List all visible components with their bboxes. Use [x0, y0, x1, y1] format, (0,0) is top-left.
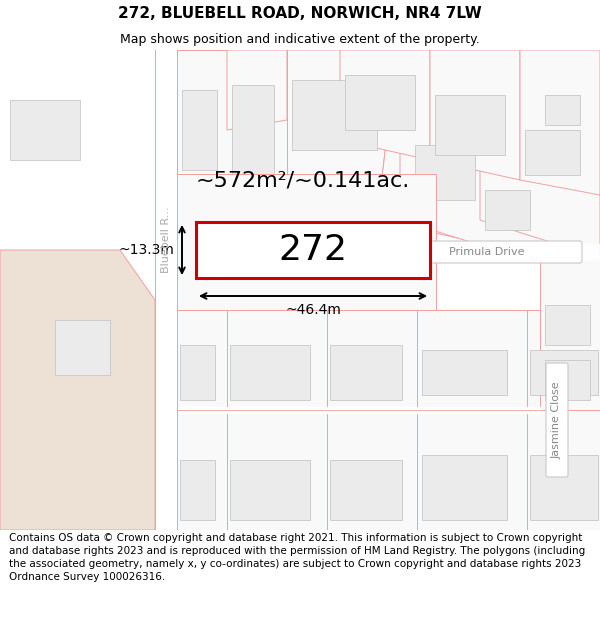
- Bar: [180, 345, 215, 400]
- Polygon shape: [287, 50, 397, 220]
- Polygon shape: [480, 50, 600, 245]
- Bar: [177, 310, 227, 410]
- Bar: [230, 345, 310, 400]
- Bar: [227, 310, 327, 410]
- Bar: [177, 50, 227, 220]
- Bar: [417, 310, 527, 410]
- Bar: [232, 85, 274, 175]
- Bar: [525, 130, 580, 175]
- Polygon shape: [520, 50, 600, 195]
- Polygon shape: [377, 50, 600, 270]
- Bar: [327, 410, 417, 530]
- Text: Primula Drive: Primula Drive: [449, 247, 525, 257]
- Bar: [545, 305, 590, 345]
- Bar: [155, 50, 177, 530]
- Polygon shape: [0, 250, 155, 530]
- Polygon shape: [177, 50, 287, 220]
- Text: ~46.4m: ~46.4m: [285, 303, 341, 317]
- Polygon shape: [340, 50, 430, 160]
- Bar: [540, 260, 600, 530]
- Bar: [327, 310, 417, 410]
- Bar: [530, 455, 598, 520]
- Bar: [545, 360, 590, 400]
- Bar: [527, 310, 600, 410]
- Bar: [330, 345, 402, 400]
- Bar: [330, 460, 402, 520]
- Text: 272: 272: [278, 233, 347, 267]
- Bar: [55, 320, 110, 375]
- Bar: [196, 222, 430, 278]
- Bar: [177, 174, 436, 310]
- Text: Contains OS data © Crown copyright and database right 2021. This information is : Contains OS data © Crown copyright and d…: [9, 533, 585, 582]
- Bar: [422, 350, 507, 395]
- Polygon shape: [227, 50, 287, 130]
- Bar: [0, 50, 155, 230]
- Text: ~13.3m: ~13.3m: [118, 243, 174, 257]
- Bar: [345, 75, 415, 130]
- Text: Bluebell R...: Bluebell R...: [161, 207, 171, 273]
- Bar: [227, 50, 287, 220]
- FancyBboxPatch shape: [546, 363, 568, 477]
- Bar: [435, 95, 505, 155]
- Bar: [415, 145, 475, 200]
- Bar: [292, 80, 377, 150]
- Text: Map shows position and indicative extent of the property.: Map shows position and indicative extent…: [120, 32, 480, 46]
- Bar: [545, 95, 580, 125]
- Bar: [417, 410, 527, 530]
- Bar: [180, 460, 215, 520]
- Bar: [227, 410, 327, 530]
- Polygon shape: [430, 50, 520, 180]
- Polygon shape: [400, 50, 560, 245]
- Bar: [527, 410, 600, 530]
- Bar: [530, 350, 598, 395]
- Text: 272, BLUEBELL ROAD, NORWICH, NR4 7LW: 272, BLUEBELL ROAD, NORWICH, NR4 7LW: [118, 6, 482, 21]
- Bar: [485, 190, 530, 230]
- Bar: [177, 410, 227, 530]
- Bar: [230, 460, 310, 520]
- FancyBboxPatch shape: [393, 241, 582, 263]
- Bar: [182, 90, 217, 170]
- Text: ~572m²/~0.141ac.: ~572m²/~0.141ac.: [196, 170, 410, 190]
- Bar: [10, 100, 80, 160]
- Bar: [422, 455, 507, 520]
- Text: Jasmine Close: Jasmine Close: [552, 381, 562, 459]
